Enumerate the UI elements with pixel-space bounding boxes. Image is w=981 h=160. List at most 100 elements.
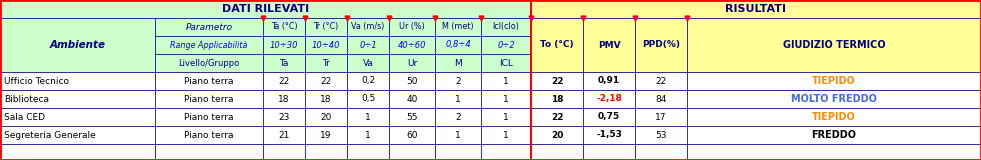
Bar (481, 72, 531, 90)
Text: Ambiente: Ambiente (49, 40, 106, 50)
Bar (435, 54, 481, 72)
Text: 10÷30: 10÷30 (270, 40, 298, 49)
Bar (687, 126, 981, 144)
Bar (305, 36, 347, 54)
Text: Ufficio Tecnico: Ufficio Tecnico (4, 76, 69, 85)
Bar (347, 72, 389, 90)
Text: 19: 19 (320, 131, 332, 140)
Bar (347, 126, 389, 144)
Bar (435, 144, 481, 160)
Bar (263, 54, 305, 72)
Text: 84: 84 (655, 95, 667, 104)
Text: Va: Va (363, 59, 374, 68)
Text: 22: 22 (279, 76, 289, 85)
Bar (481, 36, 531, 54)
Text: Piano terra: Piano terra (184, 76, 233, 85)
Text: 20: 20 (321, 112, 332, 121)
Text: 0,91: 0,91 (598, 76, 620, 85)
Bar (481, 18, 531, 36)
Bar (263, 144, 305, 160)
Bar (435, 90, 481, 108)
Bar (263, 108, 305, 126)
Text: 1: 1 (503, 76, 509, 85)
Bar (635, 90, 687, 108)
Bar (635, 144, 687, 160)
Text: Va (m/s): Va (m/s) (351, 23, 385, 32)
Text: FREDDO: FREDDO (811, 130, 856, 140)
Text: PMV: PMV (597, 40, 620, 49)
Text: 2: 2 (455, 112, 461, 121)
Text: 18: 18 (550, 95, 563, 104)
Bar (583, 90, 635, 108)
Text: 23: 23 (279, 112, 289, 121)
Text: Piano terra: Piano terra (184, 95, 233, 104)
Bar (347, 36, 389, 54)
Bar (687, 90, 981, 108)
Text: 1: 1 (455, 131, 461, 140)
Bar (531, 126, 583, 144)
Text: Sala CED: Sala CED (4, 112, 45, 121)
Bar (305, 144, 347, 160)
Text: Range Applicabilità: Range Applicabilità (171, 40, 247, 49)
Bar (389, 126, 435, 144)
Bar (389, 18, 435, 36)
Bar (0, 126, 155, 144)
Text: RISULTATI: RISULTATI (726, 4, 787, 14)
Text: 0÷1: 0÷1 (359, 40, 377, 49)
Bar (155, 72, 263, 90)
Bar (635, 72, 687, 90)
Text: 1: 1 (503, 112, 509, 121)
Bar (687, 108, 981, 126)
Text: TIEPIDO: TIEPIDO (812, 112, 855, 122)
Text: 22: 22 (655, 76, 667, 85)
Text: 1: 1 (503, 95, 509, 104)
Text: Ur: Ur (407, 59, 417, 68)
Text: ICL: ICL (499, 59, 513, 68)
Bar (531, 0, 981, 18)
Bar (481, 126, 531, 144)
Text: M (met): M (met) (442, 23, 474, 32)
Text: GIUDIZIO TERMICO: GIUDIZIO TERMICO (783, 40, 885, 50)
Text: 21: 21 (279, 131, 289, 140)
Text: 18: 18 (279, 95, 289, 104)
Text: 22: 22 (550, 76, 563, 85)
Bar (687, 144, 981, 160)
Bar (583, 144, 635, 160)
Text: 40: 40 (406, 95, 418, 104)
Bar (389, 144, 435, 160)
Text: 40÷60: 40÷60 (397, 40, 427, 49)
Bar (435, 36, 481, 54)
Bar (635, 18, 687, 72)
Bar (0, 90, 155, 108)
Text: Parametro: Parametro (185, 23, 232, 32)
Bar (389, 108, 435, 126)
Text: 0,8÷4: 0,8÷4 (445, 40, 471, 49)
Bar (0, 0, 531, 18)
Bar (583, 18, 635, 72)
Bar (531, 18, 583, 72)
Bar (0, 18, 155, 72)
Text: 20: 20 (550, 131, 563, 140)
Text: Livello/Gruppo: Livello/Gruppo (179, 59, 239, 68)
Bar (531, 144, 583, 160)
Bar (155, 54, 263, 72)
Bar (155, 18, 263, 36)
Bar (263, 90, 305, 108)
Text: MOLTO FREDDO: MOLTO FREDDO (791, 94, 877, 104)
Text: 22: 22 (321, 76, 332, 85)
Bar (583, 126, 635, 144)
Bar (0, 144, 155, 160)
Bar (347, 54, 389, 72)
Bar (347, 90, 389, 108)
Text: Ur (%): Ur (%) (399, 23, 425, 32)
Text: PPD(%): PPD(%) (642, 40, 680, 49)
Text: Ta (°C): Ta (°C) (271, 23, 297, 32)
Text: 1: 1 (503, 131, 509, 140)
Text: -1,53: -1,53 (596, 131, 622, 140)
Text: 0,2: 0,2 (361, 76, 375, 85)
Bar (305, 126, 347, 144)
Bar (531, 72, 583, 90)
Text: 0÷2: 0÷2 (497, 40, 515, 49)
Text: -2,18: -2,18 (596, 95, 622, 104)
Text: TIEPIDO: TIEPIDO (812, 76, 855, 86)
